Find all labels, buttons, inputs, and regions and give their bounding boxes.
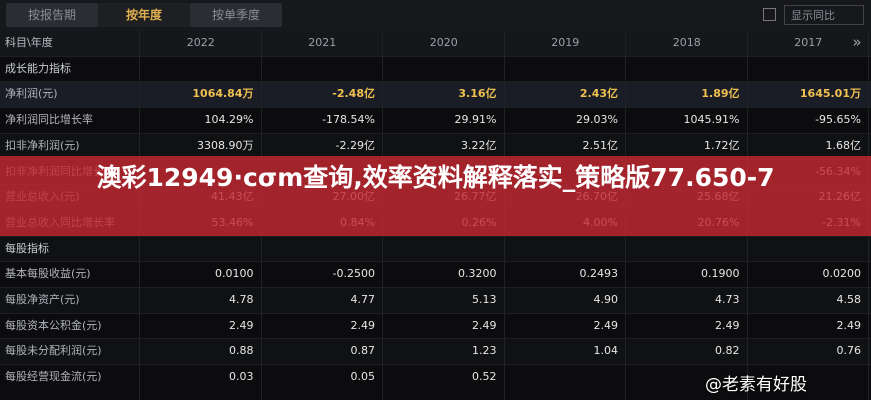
cell-value: 2.49: [229, 318, 254, 332]
cell-value: 29.03%: [576, 113, 618, 127]
row-label: 基本每股收益(元): [5, 267, 91, 281]
cell-value: 1064.84万: [192, 87, 254, 101]
cell-value: -2.48亿: [332, 87, 375, 101]
cell-value: -0.2500: [332, 267, 375, 281]
cell-value: 3308.90万: [197, 138, 254, 152]
cell-value: 1.04: [593, 344, 619, 358]
row: [0, 287, 871, 313]
tab[interactable]: 按报告期: [6, 3, 98, 27]
year-header: 2022: [186, 36, 215, 49]
cell-value: 2.49: [593, 318, 619, 332]
cell-value: 2.43亿: [579, 87, 618, 101]
cell-value: 1045.91%: [683, 113, 740, 127]
cell-value: 2.49: [836, 318, 862, 332]
cell-value: 4.77: [350, 293, 376, 306]
cell-value: 4.73: [715, 293, 740, 306]
year-header: 2020: [429, 36, 458, 49]
cell-value: 104.29%: [204, 113, 254, 127]
watermark: @老素有好股: [705, 375, 807, 395]
cell-value: 0.76: [836, 344, 862, 358]
cell-value: 0.03: [229, 370, 254, 384]
cell-value: 1645.01万: [799, 87, 861, 101]
tab[interactable]: 按单季度: [190, 3, 282, 27]
cell-value: 1.68亿: [825, 138, 862, 152]
row: [0, 81, 871, 108]
cell-value: 5.13: [472, 293, 497, 306]
section-label: 每股指标: [5, 241, 49, 255]
cell-value: 29.91%: [454, 113, 497, 127]
cell-value: 0.82: [715, 344, 740, 358]
cell-value: 2.51亿: [582, 138, 619, 152]
cell-value: 3.16亿: [458, 87, 497, 101]
row-label: 净利润同比增长率: [5, 113, 93, 127]
cell-value: 0.05: [350, 370, 376, 384]
year-header: 2019: [551, 36, 580, 49]
cell-value: 2.49: [350, 318, 376, 332]
cell-value: 3.22亿: [461, 138, 497, 152]
row: [0, 364, 871, 390]
tab[interactable]: 按年度: [98, 3, 190, 27]
row: [0, 132, 871, 159]
header-label: 科目\年度: [5, 36, 53, 49]
cell-value: -178.54%: [322, 113, 375, 127]
row: [0, 261, 871, 287]
checkbox[interactable]: [763, 8, 776, 21]
cell-value: 0.0200: [822, 267, 862, 281]
year-header: 2018: [672, 36, 701, 49]
row: [0, 55, 871, 82]
more-button[interactable]: »: [852, 33, 862, 51]
row-label: 每股净资产(元): [5, 293, 80, 306]
row: [0, 312, 871, 339]
row: [0, 235, 871, 262]
cell-value: -95.65%: [815, 113, 861, 127]
year-header: 2021: [308, 36, 337, 49]
cell-value: 2.49: [715, 318, 740, 332]
cell-value: 0.3200: [458, 267, 497, 281]
cell-value: 4.90: [593, 293, 619, 306]
row-label: 扣非净利润(元): [5, 138, 80, 152]
row: [0, 107, 871, 133]
header-row: [0, 30, 871, 56]
cell-value: 1.72亿: [704, 138, 740, 152]
cell-value: 0.88: [229, 344, 254, 358]
section-label: 成长能力指标: [5, 61, 71, 75]
row-label: 每股未分配利润(元): [5, 344, 102, 358]
cell-value: 4.78: [229, 293, 254, 306]
cell-value: -2.29亿: [335, 138, 375, 152]
cell-value: 0.2493: [579, 267, 619, 281]
row: [0, 338, 871, 365]
cell-value: 0.0100: [215, 267, 254, 281]
checkbox-label[interactable]: 显示同比: [784, 5, 864, 25]
cell-value: 1.89亿: [701, 87, 740, 101]
banner: 澳彩12949·cσm查询,效率资料解释落实_策略版77.650-7: [0, 156, 871, 236]
year-header: 2017: [794, 36, 823, 49]
cell-value: 0.52: [472, 370, 497, 384]
cell-value: 4.58: [836, 293, 862, 306]
cell-value: 1.23: [472, 344, 497, 358]
row-label: 每股经营现金流(元): [5, 370, 102, 384]
row-label: 净利润(元): [5, 87, 58, 101]
row-label: 每股资本公积金(元): [5, 318, 102, 332]
cell-value: 2.49: [472, 318, 497, 332]
cell-value: 0.87: [350, 344, 376, 358]
cell-value: 0.1900: [701, 267, 740, 281]
